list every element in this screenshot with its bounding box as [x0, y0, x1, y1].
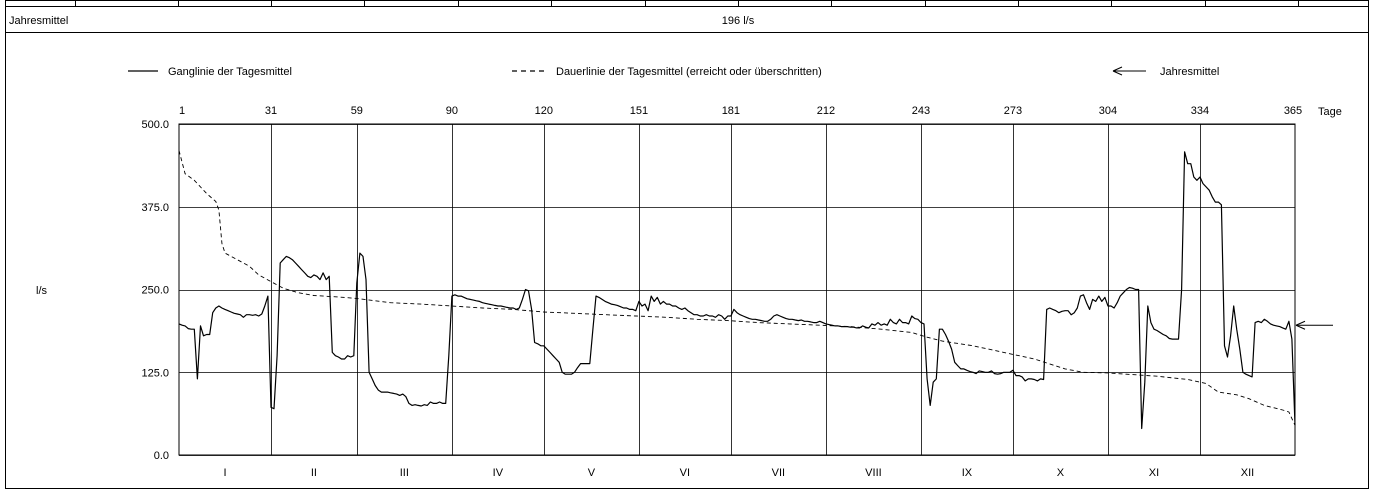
x-tick-label: 273: [1004, 105, 1022, 117]
legend-item-jahresmittel: Jahresmittel: [1160, 66, 1219, 78]
legend-item-ganglinie: Ganglinie der Tagesmittel: [168, 66, 292, 78]
y-tick-label: 125.0: [141, 367, 169, 379]
month-label: I: [223, 467, 226, 479]
month-label: XI: [1149, 467, 1159, 479]
series-dauerlinie: [178, 150, 1296, 426]
month-label: IX: [962, 467, 973, 479]
plot-border: [178, 123, 1296, 456]
month-label: V: [588, 467, 596, 479]
x-tick-label: 151: [630, 105, 648, 117]
y-tick-label: 0.0: [154, 450, 169, 462]
x-tick-label: 181: [722, 105, 740, 117]
y-tick-label: 500.0: [141, 119, 169, 131]
legend-item-dauerlinie: Dauerlinie der Tagesmittel (erreicht ode…: [556, 66, 822, 78]
legend-arrow-icon: [1112, 66, 1123, 76]
x-tick-label: 1: [179, 105, 185, 117]
outer-border: [5, 0, 1369, 489]
month-label: III: [400, 467, 409, 479]
x-tick-label: 212: [817, 105, 835, 117]
header-column-dividers: [75, 0, 1299, 7]
x-tick-label: 59: [351, 105, 363, 117]
annual-mean-marker: [1295, 320, 1333, 330]
month-label: VIII: [865, 467, 882, 479]
plot-area: 0.0 125.0 250.0 375.0 500.0 1 31 59 90 120 151 181…: [141, 105, 1333, 479]
month-label: X: [1057, 467, 1065, 479]
month-labels: I II III IV V VI VII VIII IX X XI XII: [223, 467, 1254, 479]
y-axis-label: l/s: [36, 285, 48, 297]
annual-mean-row-value: 196 l/s: [722, 15, 755, 27]
x-tick-label: 243: [912, 105, 930, 117]
x-axis-unit: Tage: [1318, 106, 1342, 118]
x-tick-label: 304: [1099, 105, 1117, 117]
month-label: XII: [1241, 467, 1254, 479]
x-tick-label: 31: [265, 105, 277, 117]
month-label: II: [311, 467, 317, 479]
month-label: VII: [772, 467, 785, 479]
y-tick-label: 375.0: [141, 202, 169, 214]
x-tick-labels: 1 31 59 90 120 151 181 212 243 273 304 334 365: [179, 105, 1302, 117]
y-tick-label: 250.0: [141, 285, 169, 297]
series-ganglinie: [178, 151, 1296, 430]
x-tick-label: 90: [446, 105, 458, 117]
x-tick-label: 334: [1191, 105, 1209, 117]
month-label: IV: [493, 467, 504, 479]
y-tick-labels: 0.0 125.0 250.0 375.0 500.0: [141, 119, 169, 462]
month-label: VI: [680, 467, 690, 479]
annual-mean-arrow-icon: [1295, 320, 1306, 330]
grid: [178, 123, 1296, 456]
series-lines: [178, 150, 1296, 430]
annual-mean-row-label: Jahresmittel: [9, 15, 68, 27]
legend: Ganglinie der Tagesmittel Dauerlinie der…: [128, 66, 1219, 78]
x-tick-label: 365: [1284, 105, 1302, 117]
x-tick-label: 120: [535, 105, 553, 117]
